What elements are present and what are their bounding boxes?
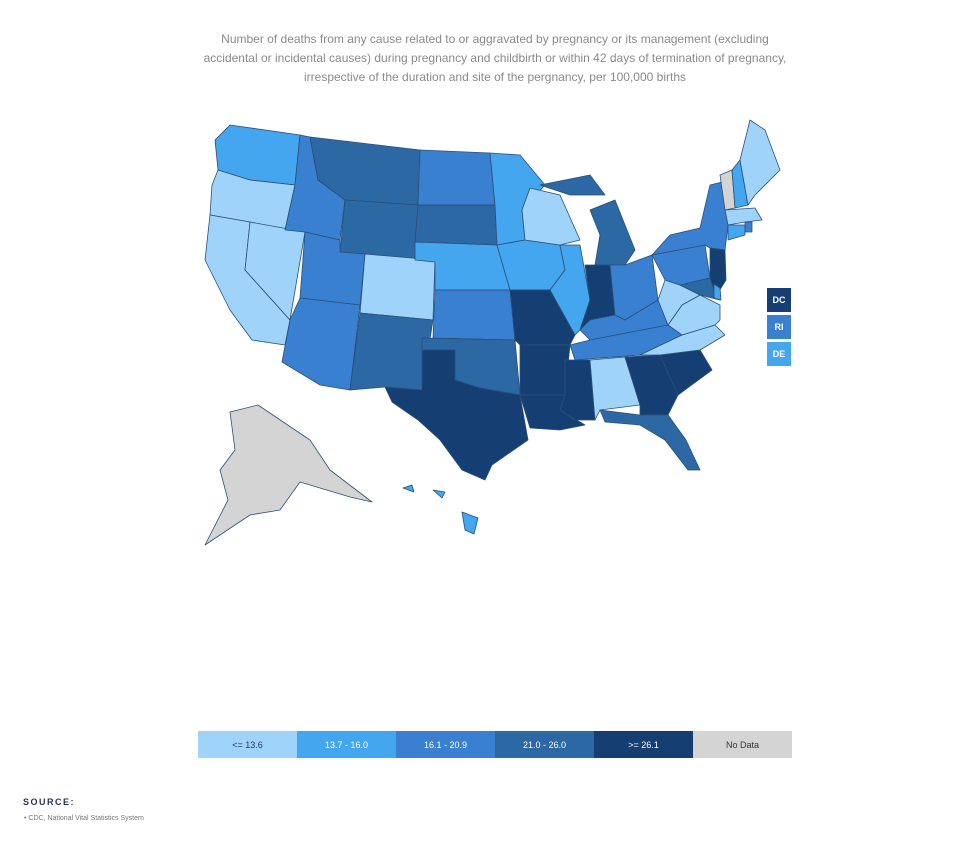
state-ak[interactable] <box>204 404 373 546</box>
state-ct[interactable] <box>727 224 746 241</box>
legend-item: No Data <box>693 731 792 758</box>
source-heading: SOURCE: <box>23 797 76 807</box>
state-ks[interactable] <box>432 289 516 341</box>
state-nm[interactable] <box>349 312 434 391</box>
state-ar[interactable] <box>519 344 571 396</box>
source-item: • CDC, National Vital Statistics System <box>24 815 144 822</box>
legend-item: 16.1 - 20.9 <box>396 731 495 758</box>
state-hi[interactable] <box>402 484 479 535</box>
small-state-de[interactable]: DE <box>767 342 791 366</box>
state-wy[interactable] <box>339 199 419 261</box>
state-nd[interactable] <box>417 149 496 206</box>
state-ma[interactable] <box>724 207 763 226</box>
state-ms[interactable] <box>559 359 596 421</box>
legend-item: >= 26.1 <box>594 731 693 758</box>
map-legend: <= 13.6 13.7 - 16.0 16.1 - 20.9 21.0 - 2… <box>198 731 792 758</box>
state-sd[interactable] <box>414 204 498 246</box>
small-state-dc[interactable]: DC <box>767 288 791 312</box>
state-al[interactable] <box>589 356 641 421</box>
state-ny[interactable] <box>651 181 729 256</box>
map-subtitle: Number of deaths from any cause related … <box>203 32 787 84</box>
state-fl[interactable] <box>599 409 701 471</box>
legend-item: <= 13.6 <box>198 731 297 758</box>
state-az[interactable] <box>281 297 361 391</box>
state-il[interactable] <box>549 244 591 336</box>
legend-item: 21.0 - 26.0 <box>495 731 594 758</box>
state-me[interactable] <box>739 119 781 206</box>
small-state-ri[interactable]: RI <box>767 315 791 339</box>
state-ri[interactable] <box>744 221 753 233</box>
state-co[interactable] <box>359 253 436 321</box>
state-tx[interactable] <box>384 349 529 481</box>
legend-item: 13.7 - 16.0 <box>297 731 396 758</box>
source-item-text: CDC, National Vital Statistics System <box>28 815 144 822</box>
state-de[interactable] <box>713 283 722 301</box>
state-wi[interactable] <box>521 187 581 246</box>
